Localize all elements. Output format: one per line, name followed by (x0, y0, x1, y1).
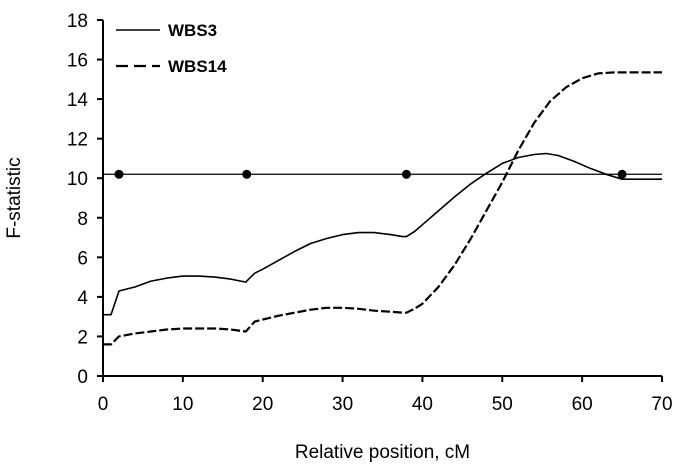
x-tick-label: 50 (492, 394, 513, 415)
threshold-marker (617, 169, 627, 179)
x-tick-label: 30 (332, 394, 353, 415)
threshold-marker (401, 169, 411, 179)
y-tick-label: 2 (77, 327, 88, 348)
series-line-wbs3 (103, 152, 662, 316)
threshold-marker (242, 169, 252, 179)
y-tick-label: 6 (77, 248, 88, 269)
legend-label-wbs3: WBS3 (168, 21, 217, 40)
y-tick-label: 4 (77, 288, 88, 309)
x-tick-label: 0 (98, 394, 109, 415)
x-tick-label: 10 (172, 394, 193, 415)
series-line-wbs14 (103, 71, 662, 346)
axes-layer (102, 20, 662, 377)
threshold-marker (114, 169, 124, 179)
y-tick-label: 18 (67, 11, 88, 32)
ticks-layer: 0 10 20 30 40 50 60 70 0 2 4 6 8 10 12 14 16 18 (67, 11, 673, 415)
x-tick-label: 70 (651, 394, 672, 415)
y-tick-label: 12 (67, 130, 88, 151)
x-tick-label: 20 (252, 394, 273, 415)
y-tick-label: 0 (77, 367, 88, 388)
series-layer (103, 71, 662, 346)
y-tick-label: 8 (77, 209, 88, 230)
x-tick-label: 40 (412, 394, 433, 415)
y-tick-label: 10 (67, 169, 88, 190)
markers-layer (114, 169, 627, 179)
legend-label-wbs14: WBS14 (168, 57, 227, 76)
y-tick-label: 14 (67, 90, 89, 111)
legend: WBS3 WBS14 (116, 21, 227, 76)
x-axis-title: Relative position, cM (295, 442, 470, 463)
y-axis-title: F-statistic (4, 157, 25, 238)
x-tick-label: 60 (572, 394, 593, 415)
y-tick-label: 16 (67, 51, 88, 72)
